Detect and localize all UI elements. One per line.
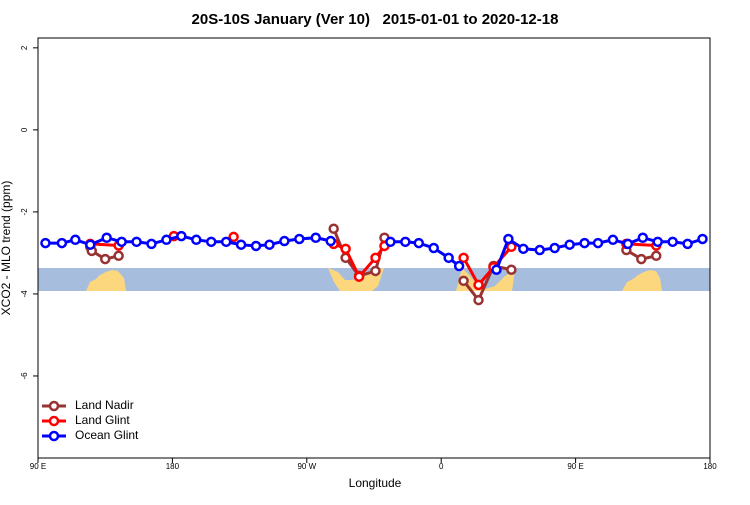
- data-point: [506, 264, 517, 275]
- x-tick-label: 90 E: [567, 462, 583, 471]
- data-point: [250, 240, 262, 252]
- x-tick-label: 0: [439, 462, 444, 471]
- data-point: [592, 237, 604, 249]
- data-point: [205, 236, 217, 248]
- data-point: [503, 233, 514, 245]
- data-point: [161, 234, 172, 246]
- data-point: [458, 252, 469, 264]
- plot-frame: [37, 37, 711, 459]
- data-point: [652, 236, 663, 248]
- data-point: [294, 233, 305, 245]
- data-point: [458, 275, 469, 287]
- data-point: [325, 235, 336, 247]
- data-point: [328, 223, 339, 234]
- legend-label: Ocean Glint: [75, 428, 139, 442]
- data-point: [56, 237, 68, 249]
- data-point: [146, 238, 157, 250]
- data-point: [235, 239, 247, 250]
- data-point: [564, 239, 575, 250]
- data-point: [697, 233, 708, 245]
- x-tick-label: 180: [166, 462, 180, 471]
- data-point: [220, 236, 232, 248]
- y-tick-label: -6: [20, 372, 29, 380]
- x-axis-label: Longitude: [349, 476, 402, 490]
- data-point: [473, 279, 484, 291]
- legend-marker: [48, 400, 60, 412]
- data-point: [400, 236, 411, 248]
- legend-marker: [48, 430, 60, 442]
- data-point: [370, 252, 381, 264]
- data-point: [650, 250, 662, 262]
- chart-title: 20S-10S January (Ver 10) 2015-01-01 to 2…: [192, 11, 559, 28]
- legend-label: Land Glint: [75, 413, 130, 427]
- data-point: [549, 242, 560, 254]
- data-point: [534, 244, 546, 256]
- data-point: [101, 232, 112, 243]
- data-point: [99, 253, 111, 265]
- legend-label: Land Nadir: [75, 398, 134, 412]
- data-point: [85, 239, 96, 250]
- legend-marker: [48, 415, 60, 427]
- data-point: [113, 250, 124, 262]
- x-tick-label: 180: [703, 462, 717, 471]
- data-point: [453, 260, 465, 272]
- y-tick-label: 0: [20, 127, 29, 132]
- y-tick-label: -2: [20, 208, 29, 216]
- data-point: [637, 232, 649, 243]
- data-point: [667, 236, 678, 248]
- data-point: [682, 238, 693, 250]
- y-tick-label: -4: [20, 290, 29, 298]
- data-point: [131, 236, 142, 248]
- data-point: [228, 231, 239, 243]
- data-point: [40, 237, 51, 249]
- data-point: [191, 234, 202, 246]
- data-point: [340, 243, 351, 255]
- data-point: [579, 237, 590, 249]
- data-point: [385, 236, 396, 248]
- data-point: [607, 234, 619, 246]
- y-axis-label: XCO2 - MLO trend (ppm): [0, 181, 13, 316]
- data-point: [279, 235, 290, 247]
- data-point: [622, 238, 634, 250]
- data-point: [443, 252, 454, 264]
- data-point: [370, 265, 381, 277]
- x-tick-label: 90 E: [30, 462, 46, 471]
- y-tick-label: 2: [20, 45, 29, 50]
- data-point: [176, 230, 187, 242]
- data-point: [518, 243, 529, 255]
- data-point: [491, 264, 502, 275]
- data-point: [310, 232, 322, 243]
- data-point: [70, 234, 81, 246]
- data-point: [264, 239, 275, 250]
- x-tick-label: 90 W: [297, 462, 316, 471]
- data-point: [353, 271, 365, 282]
- data-point: [413, 237, 425, 249]
- data-point: [636, 253, 647, 265]
- data-point: [116, 236, 127, 248]
- data-point: [473, 294, 484, 306]
- data-point: [428, 242, 439, 254]
